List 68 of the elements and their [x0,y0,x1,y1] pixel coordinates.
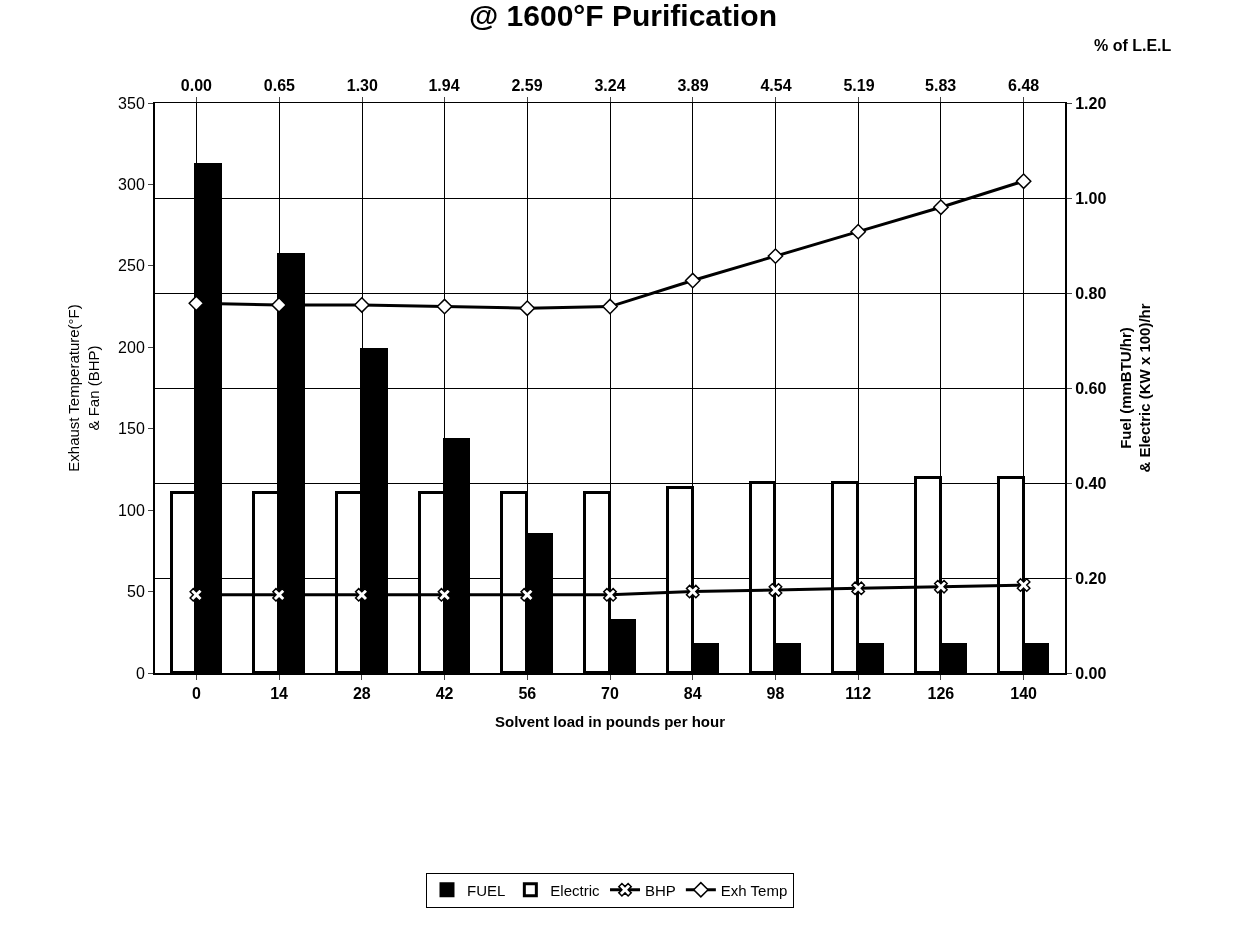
point [933,579,948,594]
point [520,587,535,602]
point [933,199,949,216]
x2-tick-label: 0.00 [180,76,213,94]
x-tick-label: 56 [518,685,537,703]
point [519,300,536,317]
point [436,298,453,315]
x-tick-label: 126 [927,685,955,703]
point [272,587,287,602]
point [188,295,205,312]
x2-tick-label: 1.94 [428,76,460,94]
y-tick-label: 150 [118,420,145,438]
x-tick-label: 84 [683,685,702,703]
x-tick-label: 98 [766,685,785,703]
y2-tick-label: 0.00 [1075,664,1107,682]
chart-title: @ 1600°F Purification [469,0,777,32]
x-tick-label: 0 [191,685,201,703]
x2-tick-label: 5.19 [843,76,875,94]
y-tick-label: 200 [118,338,145,356]
point [189,587,204,602]
x2-tick-label: 1.30 [346,76,378,94]
point [354,587,369,602]
point [603,587,617,602]
point [437,587,452,602]
x2-tick-label: 6.48 [1008,76,1040,94]
y-tick-label: 250 [118,257,145,275]
y2-tick-label: 0.60 [1075,379,1107,397]
point [767,248,784,264]
legend-label: BHP [645,881,676,899]
y2-tick-label: 1.00 [1075,189,1107,207]
point [768,582,783,597]
point [1016,578,1031,593]
x-tick-label: 14 [270,685,289,703]
x2-tick-label: 3.89 [677,76,709,94]
y2-tick-label: 1.20 [1075,94,1107,112]
x2-tick-label: 5.83 [925,76,957,94]
y2-tick-label: 0.20 [1075,569,1107,587]
y-axis-title: Exhaust Temperature(°F) & Fan (BHP) [65,304,102,472]
y-tick-label: 50 [127,583,145,601]
y-tick-label: 100 [118,501,145,519]
point [271,297,287,313]
point [685,584,700,599]
x-tick-label: 42 [435,685,454,703]
legend-label: Electric [550,881,601,899]
x2-tick-label: 4.54 [760,76,792,94]
y-tick-label: 0 [135,664,145,682]
point [602,298,618,315]
y2-tick-label: 0.80 [1075,284,1107,302]
point [850,223,867,240]
y2-axis-title: Fuel (mmBTU/hr) & Electric (KW x 100)/hr [1116,303,1154,473]
x2-tick-label: 2.59 [511,76,543,94]
point [1015,173,1032,190]
y-tick-label: 350 [118,94,145,112]
x-tick-label: 28 [352,685,371,703]
legend-label: FUEL [467,881,506,899]
x2-tick-label: 0.65 [263,76,296,94]
point [684,272,701,289]
x-tick-label: 140 [1010,685,1038,703]
point [851,581,866,596]
x-tick-label: 112 [845,685,872,703]
y2-tick-label: 0.40 [1075,474,1107,492]
point [353,297,370,313]
x-axis-title: Solvent load in pounds per hour [494,712,726,730]
x2-tick-label: 3.24 [594,76,626,94]
y-tick-label: 300 [118,176,145,194]
x-tick-label: 70 [601,685,619,703]
legend-label: Exh Temp [720,881,788,899]
x2-axis-title: % of L.E.L [1094,37,1172,54]
